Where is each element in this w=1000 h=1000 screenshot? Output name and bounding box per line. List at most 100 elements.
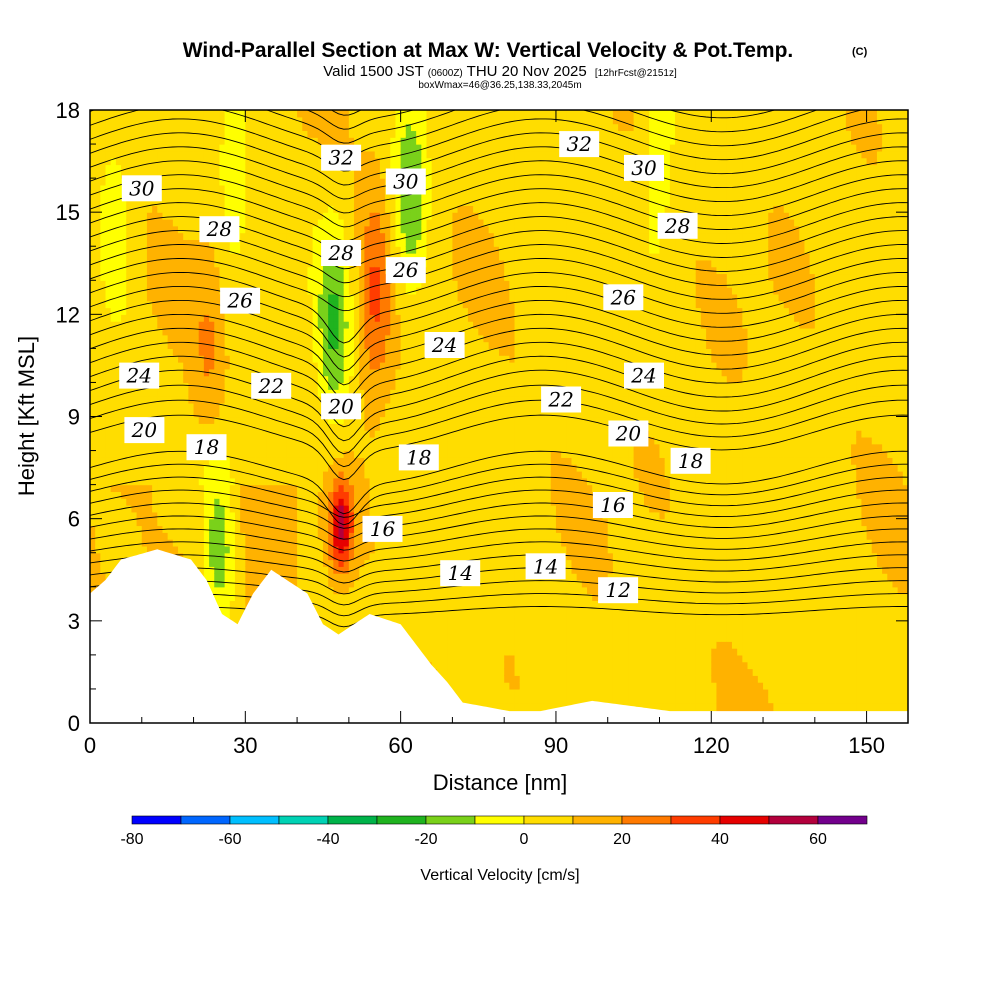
field-cell <box>338 205 345 213</box>
field-cell <box>121 552 127 561</box>
field-cell <box>157 470 164 479</box>
field-cell <box>110 218 117 227</box>
field-cell <box>188 470 195 479</box>
field-cell <box>152 280 158 288</box>
field-cell <box>328 225 334 234</box>
field-cell <box>348 382 355 390</box>
field-cell <box>209 150 215 159</box>
field-cell <box>209 396 215 404</box>
field-cell <box>369 545 376 554</box>
field-cell <box>245 559 252 567</box>
field-cell <box>209 123 215 132</box>
field-cell <box>214 579 221 588</box>
field-cell <box>224 498 231 506</box>
field-cell <box>90 416 96 424</box>
field-cell <box>95 511 101 520</box>
field-cell <box>131 457 138 465</box>
field-cell <box>266 348 272 356</box>
field-cell <box>286 307 293 315</box>
field-cell <box>281 396 288 404</box>
field-cell <box>224 593 231 601</box>
field-cell <box>209 178 215 186</box>
field-cell <box>276 457 283 465</box>
field-cell <box>146 157 153 166</box>
field-cell <box>172 123 179 132</box>
field-cell <box>115 198 122 206</box>
field-cell <box>260 137 267 145</box>
field-cell <box>188 110 195 118</box>
field-cell <box>333 450 340 458</box>
field-cell <box>260 423 267 431</box>
field-cell <box>126 348 133 356</box>
field-cell <box>167 259 174 268</box>
field-cell <box>183 218 189 227</box>
field-cell <box>188 300 195 309</box>
field-cell <box>333 355 340 363</box>
field-cell <box>131 293 138 302</box>
field-cell <box>214 484 221 493</box>
field-cell <box>297 573 303 581</box>
field-cell <box>95 341 101 349</box>
field-cell <box>209 362 215 370</box>
field-cell <box>167 443 174 452</box>
field-cell <box>224 559 231 567</box>
field-cell <box>198 402 205 411</box>
field-cell <box>234 402 241 411</box>
field-cell <box>328 620 334 629</box>
field-cell <box>333 191 340 200</box>
field-cell <box>240 525 246 533</box>
subtitle-fcst: [12hrFcst@2151z] <box>595 68 677 79</box>
field-cell <box>162 416 169 424</box>
field-cell <box>214 382 221 390</box>
field-cell <box>266 327 272 336</box>
field-cell <box>183 191 189 200</box>
field-cell <box>307 491 314 499</box>
field-cell <box>364 157 371 166</box>
field-cell <box>121 212 127 220</box>
field-cell <box>333 593 340 601</box>
field-cell <box>214 593 221 601</box>
field-cell <box>198 287 205 295</box>
field-cell <box>333 614 340 622</box>
field-cell <box>291 389 298 397</box>
field-cell <box>240 409 246 418</box>
field-cell <box>328 539 334 547</box>
field-cell <box>364 130 371 138</box>
field-cell <box>121 164 127 172</box>
field-cell <box>364 586 371 595</box>
field-cell <box>255 409 262 418</box>
field-cell <box>105 191 112 200</box>
field-cell <box>255 566 262 574</box>
field-cell <box>291 491 298 499</box>
field-cell <box>333 627 340 636</box>
field-cell <box>209 423 215 431</box>
field-cell <box>348 327 355 336</box>
field-cell <box>152 225 158 234</box>
field-cell <box>209 253 215 261</box>
field-cell <box>250 253 257 261</box>
field-cell <box>255 532 262 540</box>
field-cell <box>229 586 236 595</box>
field-cell <box>245 375 252 384</box>
field-cell <box>266 321 272 329</box>
field-cell <box>333 498 340 506</box>
field-cell <box>229 457 236 465</box>
field-cell <box>110 246 117 254</box>
field-cell <box>105 225 112 234</box>
field-cell <box>136 389 143 397</box>
field-cell <box>178 137 184 145</box>
field-cell <box>359 164 365 172</box>
field-cell <box>260 273 267 281</box>
field-cell <box>286 334 293 343</box>
field-cell <box>250 321 257 329</box>
field-cell <box>100 198 107 206</box>
field-cell <box>90 368 96 377</box>
field-cell <box>240 259 246 268</box>
field-cell <box>234 259 241 268</box>
field-cell <box>115 436 122 445</box>
field-cell <box>172 409 179 418</box>
field-cell <box>302 321 309 329</box>
field-cell <box>115 341 122 349</box>
field-cell <box>338 491 345 499</box>
field-cell <box>126 443 133 452</box>
